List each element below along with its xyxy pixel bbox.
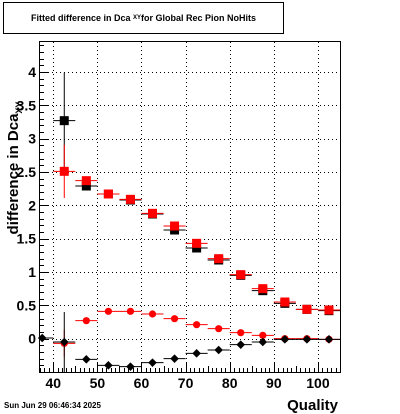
data-point [81,176,91,186]
data-series [37,72,340,372]
data-point [126,307,135,315]
data-point [237,329,245,337]
x-tick-label: 50 [90,375,106,391]
y-tick-label: 3 [28,131,36,147]
x-tick-label: 90 [266,375,282,391]
y-tick-label: 1.5 [17,231,37,247]
y-tick-label: 0.5 [17,297,37,313]
y-axis-title-subscript: XY [14,102,24,114]
y-axis-title: difference in DcaXY [5,102,24,235]
y-tick-label: 0 [28,331,36,347]
data-point [214,254,224,264]
data-point [192,238,202,248]
y-tick-label: 2 [28,197,36,213]
y-tick-label: 4 [28,64,36,80]
data-point [37,333,47,343]
data-point [214,345,223,355]
data-point [170,354,179,363]
data-point [170,221,180,231]
data-point [148,208,157,218]
data-point [258,337,268,347]
data-point [192,243,202,253]
data-point [236,340,246,349]
axes: 40 50 60 70 80 90 100 0 0.5 1 1.5 2 2.5 3 3.5 4 [17,45,341,391]
x-tick-label: 100 [306,375,330,391]
data-point [193,321,201,329]
chart-title-main: Fitted difference in Dca [30,13,131,23]
data-point [302,335,312,344]
y-tick-label: 2.5 [17,164,37,180]
data-point [103,189,113,199]
data-point [126,362,135,371]
x-axis-title: Quality [287,397,339,414]
x-tick-label: 80 [222,375,238,391]
data-point [259,331,267,339]
plot-frame [39,41,341,373]
data-point [104,361,113,370]
data-point [280,335,290,344]
chart-title-suffix: for Global Rec Pion NoHits [141,13,257,23]
data-point [302,304,312,314]
chart-title: Fitted difference in Dca XY for Global R… [3,2,284,34]
x-tick-label: 60 [134,375,150,391]
data-point [170,315,179,323]
data-point [148,310,157,318]
y-tick-label: 3.5 [17,97,37,113]
data-point [82,355,91,364]
data-point [81,181,91,191]
data-point [59,116,69,126]
timestamp: Sun Jun 29 06:46:34 2025 [4,401,101,410]
data-point [125,194,135,204]
data-point [148,358,157,367]
x-tick-label: 40 [45,375,61,391]
data-point [236,270,246,280]
data-point [258,284,268,294]
data-point [280,297,290,307]
data-point [59,166,69,176]
data-point [192,349,201,358]
data-point [59,337,69,347]
data-point [104,307,112,315]
y-axis-title-main: difference in Dca [5,113,22,235]
data-point [324,305,334,315]
chart-title-subscript: XY [133,15,142,21]
data-point [82,317,90,325]
x-tick-label: 70 [178,375,194,391]
data-point [324,335,334,344]
series-4 [37,312,340,372]
series-2 [53,144,340,315]
data-point [215,325,223,333]
y-tick-label: 1 [28,264,36,280]
